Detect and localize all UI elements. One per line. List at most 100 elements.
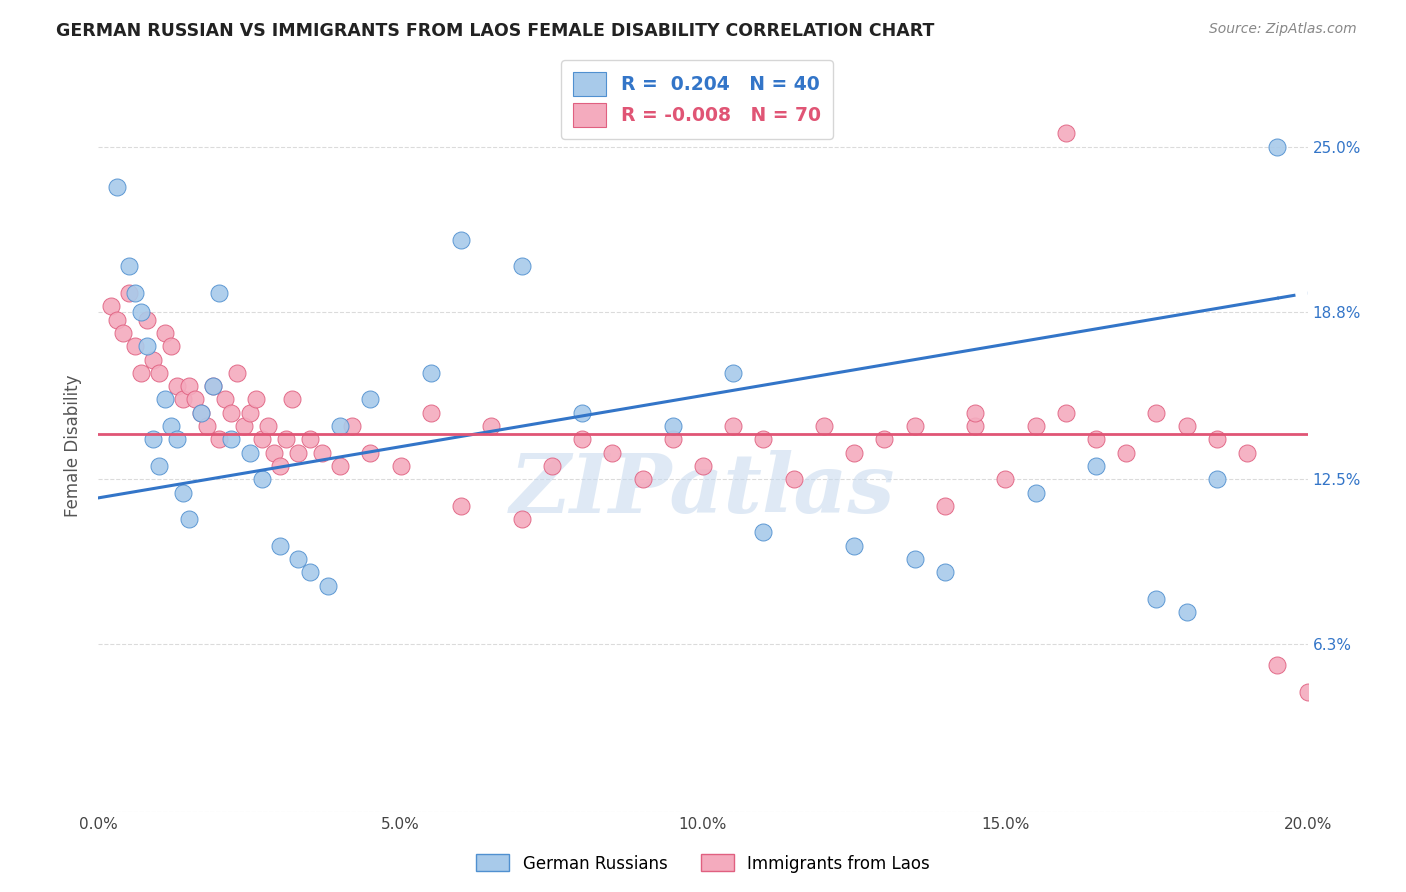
Point (965, 419, 987, 434)
Point (160, 419, 183, 434)
Point (269, 539, 291, 553)
Point (105, 312, 128, 326)
Legend: German Russians, Immigrants from Laos: German Russians, Immigrants from Laos (470, 847, 936, 880)
Point (239, 406, 262, 420)
Point (208, 433, 231, 447)
Point (450, 499, 472, 513)
Point (1175, 419, 1198, 434)
Point (202, 379, 225, 393)
Point (172, 392, 194, 407)
Point (239, 445, 262, 459)
Point (571, 406, 593, 420)
Point (389, 458, 412, 473)
Point (166, 433, 188, 447)
Point (1267, 658, 1289, 673)
Point (965, 406, 987, 420)
Point (124, 339, 146, 353)
Point (1175, 605, 1198, 619)
Point (723, 366, 745, 380)
Point (287, 445, 309, 459)
Point (752, 433, 775, 447)
Text: Source: ZipAtlas.com: Source: ZipAtlas.com (1209, 22, 1357, 37)
Point (287, 552, 309, 566)
Point (1267, 140, 1289, 154)
Point (904, 552, 927, 566)
Point (172, 485, 194, 500)
Point (661, 419, 683, 434)
Point (269, 458, 291, 473)
Point (124, 286, 146, 301)
Point (904, 419, 927, 434)
Point (329, 458, 352, 473)
Point (299, 433, 322, 447)
Point (118, 260, 141, 274)
Point (752, 525, 775, 540)
Point (148, 366, 170, 380)
Point (844, 445, 866, 459)
Point (1085, 433, 1108, 447)
Point (135, 312, 157, 326)
Point (1206, 433, 1229, 447)
Point (783, 472, 806, 486)
Point (166, 379, 188, 393)
Point (214, 392, 236, 407)
Point (1146, 406, 1168, 420)
Point (221, 406, 243, 420)
Point (420, 406, 443, 420)
Point (153, 326, 176, 340)
Point (129, 366, 152, 380)
Point (692, 458, 714, 473)
Point (299, 566, 322, 580)
Point (184, 392, 207, 407)
Point (311, 445, 333, 459)
Point (873, 433, 896, 447)
Point (1054, 127, 1077, 141)
Point (813, 419, 835, 434)
Point (118, 286, 141, 301)
Point (142, 352, 165, 367)
Point (142, 433, 165, 447)
Point (160, 339, 183, 353)
Point (1054, 406, 1077, 420)
Point (135, 339, 157, 353)
Point (190, 406, 212, 420)
Point (148, 458, 170, 473)
Point (100, 299, 122, 313)
Point (316, 579, 339, 593)
Point (263, 445, 285, 459)
Point (420, 366, 443, 380)
Point (250, 433, 273, 447)
Point (105, 179, 128, 194)
Point (1206, 472, 1229, 486)
Point (129, 304, 152, 318)
Point (208, 286, 231, 301)
Point (221, 433, 243, 447)
Point (281, 392, 304, 407)
Point (250, 472, 273, 486)
Point (540, 458, 562, 473)
Point (232, 419, 254, 434)
Point (329, 419, 352, 434)
Text: GERMAN RUSSIAN VS IMMIGRANTS FROM LAOS FEMALE DISABILITY CORRELATION CHART: GERMAN RUSSIAN VS IMMIGRANTS FROM LAOS F… (56, 22, 935, 40)
Point (245, 392, 267, 407)
Point (934, 499, 956, 513)
Point (571, 433, 593, 447)
Point (195, 419, 218, 434)
Point (1085, 458, 1108, 473)
Point (510, 260, 533, 274)
Point (602, 445, 624, 459)
Point (1146, 591, 1168, 606)
Point (179, 379, 201, 393)
Point (450, 233, 472, 247)
Text: ZIPatlas: ZIPatlas (510, 450, 896, 530)
Point (111, 326, 134, 340)
Point (360, 392, 382, 407)
Point (342, 419, 364, 434)
Point (179, 512, 201, 526)
Point (661, 433, 683, 447)
Point (226, 366, 249, 380)
Point (1115, 445, 1137, 459)
Point (510, 512, 533, 526)
Point (153, 392, 176, 407)
Point (1236, 445, 1258, 459)
